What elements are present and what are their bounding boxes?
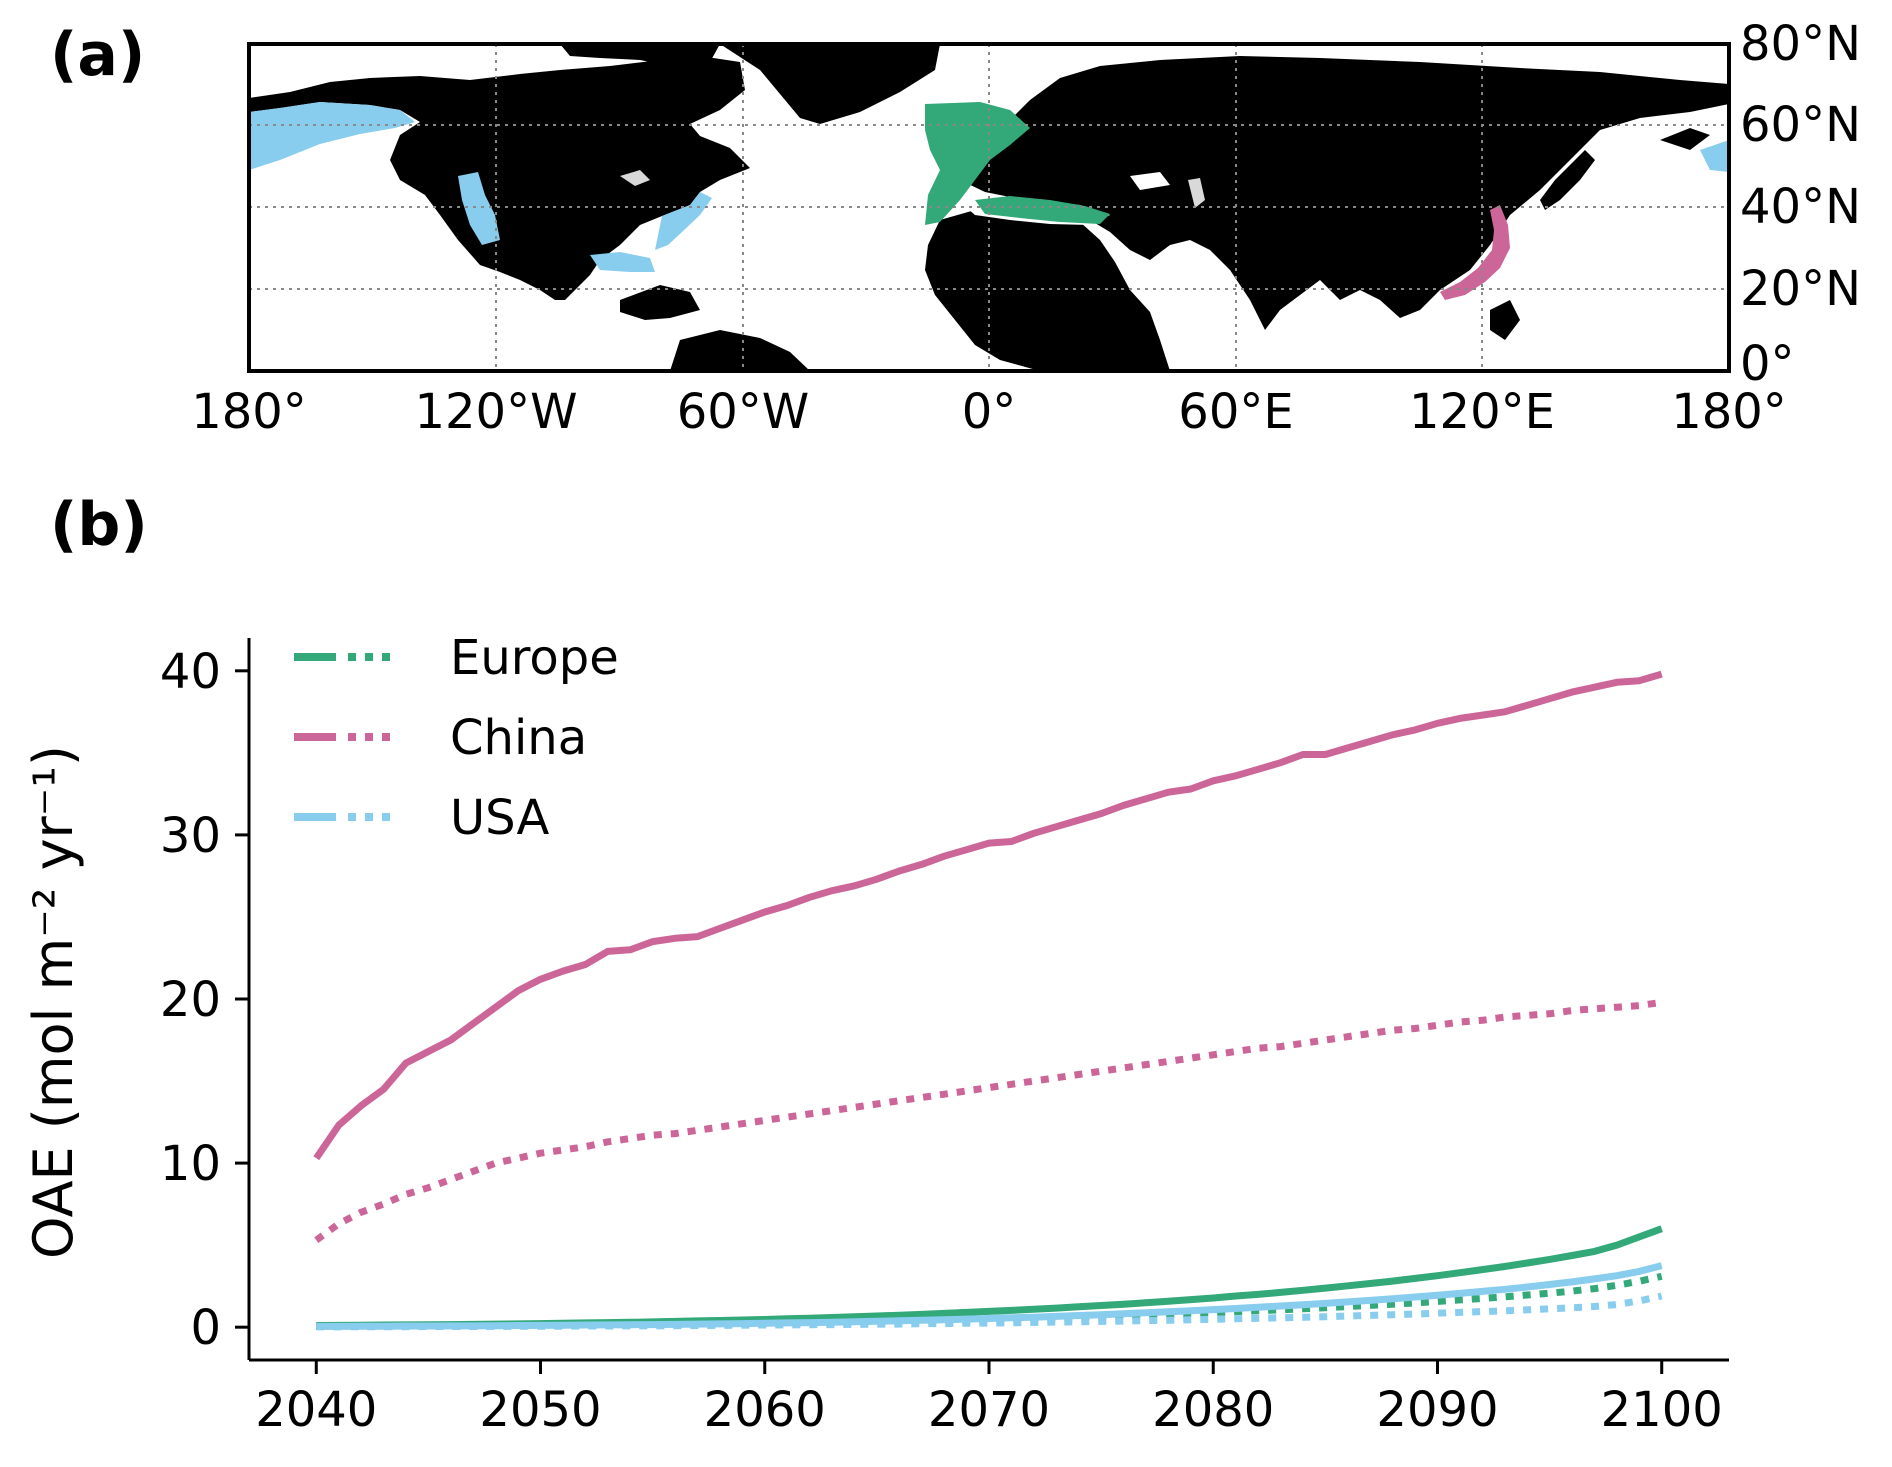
y-tick-label: 40: [160, 644, 221, 700]
legend-label: Europe: [450, 630, 619, 686]
panel-label-b: (b): [50, 490, 148, 560]
region-usa-alaska-west: [1700, 140, 1729, 172]
lon-tick: 120°E: [1409, 384, 1555, 440]
y-axis-label: OAE (mol m⁻² yr⁻¹): [22, 745, 85, 1259]
x-ticks: 2040 2050 2060 2070 2080 2090 2100: [255, 1360, 1723, 1438]
map-lon-ticks: 180° 120°W 60°W 0° 60°E 120°E 180°: [191, 384, 1787, 440]
x-tick-label: 2040: [255, 1382, 377, 1438]
legend-label: China: [450, 710, 587, 766]
land-arctic-islands: [560, 44, 720, 68]
map-lat-ticks: 80°N 60°N 40°N 20°N 0°: [1740, 16, 1861, 392]
lake-great-lakes: [620, 170, 650, 186]
lat-tick: 60°N: [1740, 97, 1861, 153]
lon-tick: 0°: [962, 384, 1017, 440]
map-frame: [247, 42, 1731, 373]
land-caribbean-central: [620, 285, 700, 320]
x-tick-label: 2060: [704, 1382, 826, 1438]
lat-tick: 0°: [1740, 336, 1795, 392]
lat-tick: 40°N: [1740, 179, 1861, 235]
line-chart: 2040 2050 2060 2070 2080 2090 2100 0 10 20 30 40 O…: [22, 630, 1729, 1438]
legend-entry-china: China: [294, 710, 587, 766]
lake-black-sea: [1130, 172, 1170, 190]
x-tick-label: 2050: [479, 1382, 601, 1438]
series-line-china-solid: [313, 670, 1663, 1161]
x-tick-label: 2100: [1601, 1382, 1723, 1438]
legend-entry-usa: USA: [294, 790, 549, 846]
land-se-asia-islands: [1490, 300, 1520, 340]
lon-tick: 120°W: [414, 384, 577, 440]
y-tick-label: 10: [160, 1136, 221, 1192]
land-south-america: [670, 330, 810, 371]
lon-tick: 60°W: [677, 384, 810, 440]
panel-label-a: (a): [50, 20, 145, 90]
y-tick-label: 20: [160, 972, 221, 1028]
land-eurasia: [960, 56, 1729, 330]
land-africa: [925, 208, 1170, 371]
region-europe-med: [975, 196, 1110, 224]
lat-tick: 80°N: [1740, 16, 1861, 72]
series-line-china-dotted: [314, 998, 1663, 1244]
chart-legend: Europe China USA: [294, 630, 619, 846]
x-tick-label: 2090: [1376, 1382, 1498, 1438]
lon-tick: 60°E: [1178, 384, 1293, 440]
y-ticks: 0 10 20 30 40: [160, 644, 249, 1356]
region-china: [1440, 205, 1510, 300]
y-tick-label: 30: [160, 808, 221, 864]
land-alaska-peninsula: [1660, 128, 1710, 150]
region-europe: [925, 102, 1030, 225]
chart-series: [313, 670, 1663, 1331]
lat-tick: 20°N: [1740, 261, 1861, 317]
map-gridlines: [249, 44, 1729, 371]
land-north-america: [249, 56, 750, 300]
x-tick-label: 2080: [1152, 1382, 1274, 1438]
lon-tick: 180°: [191, 384, 307, 440]
legend-label: USA: [450, 790, 549, 846]
series-line-usa-dotted: [316, 1292, 1663, 1331]
region-usa-pacific-north: [249, 102, 415, 170]
y-tick-label: 0: [190, 1300, 221, 1356]
map-land: [249, 44, 1729, 371]
lake-caspian: [1188, 178, 1205, 208]
land-japan: [1540, 150, 1595, 210]
x-tick-label: 2070: [928, 1382, 1050, 1438]
region-usa-gulf: [590, 252, 655, 272]
lon-tick: 180°: [1671, 384, 1787, 440]
land-greenland: [720, 44, 940, 124]
region-usa-west-coast: [458, 172, 500, 245]
legend-entry-europe: Europe: [294, 630, 619, 686]
world-map: 180° 120°W 60°W 0° 60°E 120°E 180° 80°N …: [191, 16, 1861, 440]
